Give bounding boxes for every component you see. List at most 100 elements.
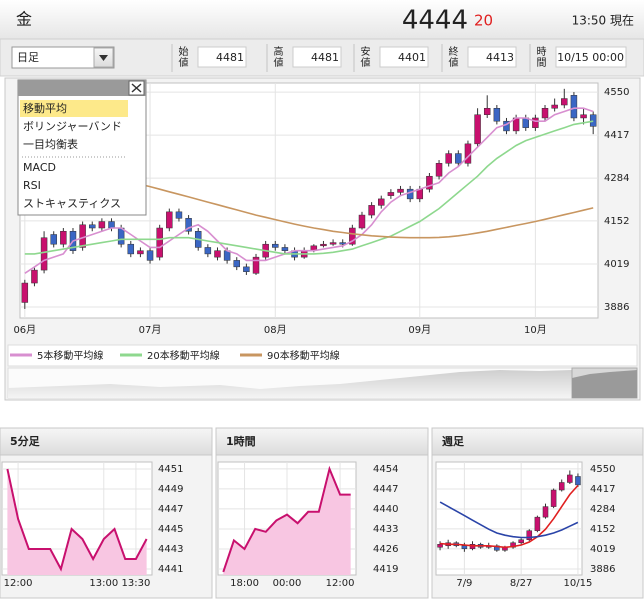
y-tick-label: 4417 (604, 130, 629, 141)
field-box (292, 46, 342, 68)
candle-body (281, 247, 289, 251)
candle-body (31, 269, 38, 284)
y-tick-label: 4550 (590, 464, 615, 475)
plot (6, 468, 148, 575)
candle-body (561, 98, 568, 106)
candle-body (526, 530, 533, 540)
menu-item[interactable]: 移動平均 (23, 101, 67, 115)
field-box (555, 46, 627, 68)
x-tick-label: 10月 (524, 324, 547, 336)
x-tick-label: 06月 (13, 324, 36, 336)
price-fields: 始値 4481 高値 4481 安値 4401 終値 4413 時間 10/15 00:00 (171, 44, 627, 72)
candle-body (233, 260, 240, 268)
candle-body (40, 237, 48, 271)
candle-body (575, 476, 581, 486)
field-label: 安値 (358, 45, 370, 68)
candle-body (79, 224, 86, 248)
legend-label: 5本移動平均線 (37, 349, 103, 362)
y-tick-label: 4440 (373, 504, 398, 515)
candle-body (534, 516, 541, 531)
candle-body (580, 114, 587, 119)
candle-body (589, 114, 597, 127)
panel-title: 5分足 (10, 434, 41, 448)
candle-body (349, 227, 356, 245)
y-tick-label: 4454 (373, 464, 398, 475)
candle-body (329, 242, 337, 245)
x-tick-label: 13:30 (122, 578, 151, 589)
candle-body (542, 506, 549, 518)
moving-average (439, 501, 579, 539)
navigator-window-area (572, 370, 637, 398)
y-tick-label: 4152 (590, 524, 615, 535)
candle-body (558, 482, 565, 491)
time: 13:50 現在 (572, 14, 634, 28)
menu-item[interactable]: MACD (23, 161, 56, 174)
field-value: 4401 (398, 51, 426, 64)
moving-average (440, 484, 579, 549)
candle-body (368, 205, 375, 216)
candle-body (117, 227, 125, 245)
x-tick-label: 10/15 (564, 578, 593, 589)
x-tick-label: 07月 (139, 324, 162, 336)
candle-body (156, 227, 163, 258)
candle-body (437, 544, 443, 548)
candle-body (445, 153, 452, 164)
x-tick-label: 7/9 (456, 578, 472, 589)
y-tick-label: 4019 (590, 544, 615, 555)
x-tick-label: 13:00 (89, 578, 118, 589)
field-box (197, 46, 247, 68)
candle-body (378, 198, 385, 206)
menu-item[interactable]: ストキャスティクス (23, 197, 121, 210)
y-tick-label: 4441 (158, 564, 183, 575)
line (6, 468, 148, 572)
plot (21, 88, 597, 309)
period: 日足 (17, 51, 39, 64)
candle-body (98, 221, 106, 229)
menu-highlight (20, 100, 128, 117)
candle-body (358, 214, 366, 229)
y-tick-label: 3886 (604, 302, 629, 313)
panel-title: 週足 (442, 434, 465, 448)
candle-body (406, 188, 414, 200)
menu-item[interactable]: RSI (23, 179, 41, 192)
y-tick-label: 4019 (604, 259, 629, 270)
candle-body (461, 545, 468, 550)
candle-body (455, 153, 462, 164)
candle-body (204, 247, 212, 255)
x-tick-label: 00:00 (273, 578, 302, 589)
panel-header (215, 427, 429, 456)
candle-body (320, 243, 327, 247)
y-tick-label: 4447 (158, 504, 183, 515)
candle-body (474, 114, 481, 145)
panel-header (431, 427, 644, 456)
symbol: 金 (16, 10, 32, 29)
candle-body (175, 211, 183, 219)
y-tick-label: 4426 (373, 544, 398, 555)
candle-body (21, 282, 29, 303)
candle-body (60, 231, 67, 245)
x-tick-label: 12:00 (326, 578, 355, 589)
candle-body (214, 250, 221, 258)
panel-title: 1時間 (226, 434, 256, 448)
candle-body (252, 256, 260, 274)
menu-header (18, 80, 146, 96)
menu-item[interactable]: ボリンジャーバンド (23, 120, 122, 133)
menu-item[interactable]: 一目均衡表 (23, 137, 78, 151)
candle-body (339, 242, 346, 245)
y-tick-label: 4550 (604, 87, 629, 98)
legend-label: 20本移動平均線 (147, 349, 220, 362)
field-label: 高値 (271, 45, 283, 68)
y-tick-label: 4449 (158, 484, 183, 495)
x-tick-label: 08月 (264, 324, 287, 336)
area (7, 469, 147, 575)
y-tick-label: 4284 (590, 504, 615, 515)
y-tick-label: 4447 (373, 484, 398, 495)
candle-body (185, 218, 192, 232)
area (223, 468, 351, 575)
candle-body (550, 489, 557, 507)
period-select[interactable] (11, 46, 115, 69)
close-icon (131, 83, 142, 93)
candle-body (243, 266, 250, 272)
